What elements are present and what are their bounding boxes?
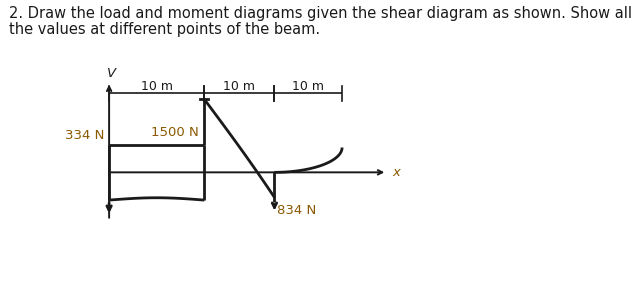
Text: 2. Draw the load and moment diagrams given the shear diagram as shown. Show all: 2. Draw the load and moment diagrams giv… — [9, 6, 632, 21]
Text: V: V — [107, 67, 116, 80]
Text: 834 N: 834 N — [277, 204, 316, 217]
Text: 10 m: 10 m — [224, 80, 256, 93]
Text: 10 m: 10 m — [141, 80, 173, 93]
Text: x: x — [392, 166, 400, 179]
Text: the values at different points of the beam.: the values at different points of the be… — [9, 22, 320, 37]
Text: 334 N: 334 N — [65, 129, 104, 142]
Text: 10 m: 10 m — [292, 80, 324, 93]
Text: 1500 N: 1500 N — [151, 126, 198, 139]
